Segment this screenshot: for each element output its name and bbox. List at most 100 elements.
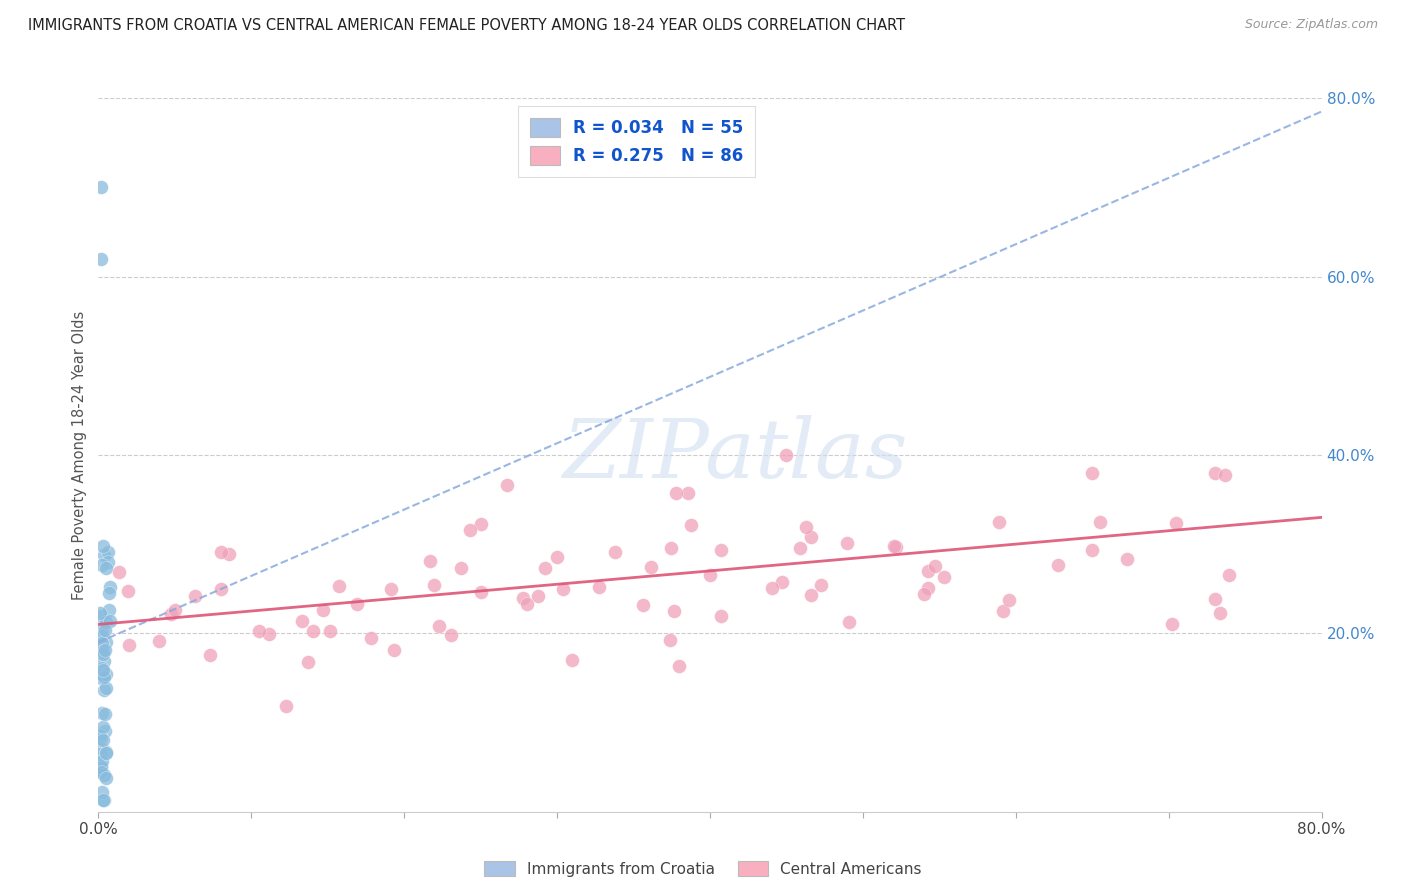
Legend: R = 0.034   N = 55, R = 0.275   N = 86: R = 0.034 N = 55, R = 0.275 N = 86	[519, 106, 755, 177]
Point	[98, 602, 121, 616]
Point	[668, 659, 690, 673]
Point	[553, 582, 575, 597]
Y-axis label: Female Poverty Among 18-24 Year Olds: Female Poverty Among 18-24 Year Olds	[72, 310, 87, 599]
Point	[90, 706, 112, 721]
Point	[91, 793, 114, 807]
Point	[89, 747, 111, 762]
Point	[665, 486, 688, 500]
Point	[1161, 616, 1184, 631]
Point	[516, 597, 538, 611]
Point	[96, 615, 118, 629]
Point	[257, 627, 280, 641]
Point	[148, 634, 170, 648]
Point	[318, 624, 340, 638]
Point	[200, 648, 222, 663]
Point	[91, 720, 114, 734]
Point	[93, 706, 115, 721]
Point	[90, 731, 112, 745]
Point	[998, 592, 1021, 607]
Point	[94, 772, 117, 786]
Point	[90, 667, 112, 681]
Point	[94, 667, 117, 681]
Point	[427, 619, 450, 633]
Point	[440, 628, 463, 642]
Point	[1115, 551, 1137, 566]
Point	[209, 582, 232, 597]
Point	[664, 604, 686, 618]
Point	[419, 554, 441, 568]
Point	[108, 565, 131, 579]
Point	[360, 631, 382, 645]
Point	[800, 530, 823, 544]
Point	[91, 539, 114, 553]
Point	[90, 754, 112, 768]
Point	[838, 615, 860, 629]
Point	[699, 567, 721, 582]
Point	[346, 597, 368, 611]
Point	[165, 602, 187, 616]
Point	[93, 683, 115, 698]
Point	[932, 570, 955, 584]
Point	[94, 561, 117, 575]
Point	[90, 623, 112, 637]
Point	[527, 589, 550, 603]
Point	[534, 561, 557, 575]
Point	[90, 640, 112, 654]
Point	[1088, 515, 1111, 529]
Point	[90, 558, 112, 573]
Text: IMMIGRANTS FROM CROATIA VS CENTRAL AMERICAN FEMALE POVERTY AMONG 18-24 YEAR OLDS: IMMIGRANTS FROM CROATIA VS CENTRAL AMERI…	[28, 18, 905, 33]
Point	[546, 549, 568, 564]
Point	[917, 581, 939, 595]
Point	[302, 624, 325, 638]
Point	[90, 636, 112, 650]
Point	[90, 760, 112, 774]
Point	[1081, 466, 1104, 480]
Point	[1047, 558, 1070, 573]
Point	[512, 591, 534, 606]
Point	[90, 740, 112, 755]
Point	[91, 643, 114, 657]
Point	[917, 564, 939, 578]
Point	[423, 578, 446, 592]
Point	[603, 545, 626, 559]
Point	[94, 681, 117, 696]
Point	[247, 624, 270, 638]
Point	[470, 516, 492, 531]
Point	[94, 744, 117, 758]
Point	[631, 598, 654, 612]
Point	[709, 608, 731, 623]
Point	[97, 545, 120, 559]
Point	[835, 536, 858, 550]
Point	[90, 180, 112, 194]
Point	[96, 634, 118, 648]
Point	[98, 614, 121, 628]
Point	[640, 559, 662, 574]
Point	[93, 623, 115, 637]
Point	[117, 583, 139, 598]
Point	[297, 655, 319, 669]
Point	[458, 523, 481, 537]
Point	[274, 698, 297, 713]
Point	[681, 518, 703, 533]
Point	[90, 609, 112, 624]
Point	[987, 515, 1010, 529]
Point	[89, 729, 111, 743]
Point	[794, 520, 817, 534]
Point	[91, 661, 114, 675]
Point	[886, 541, 908, 555]
Point	[218, 547, 240, 561]
Point	[93, 768, 115, 782]
Point	[1164, 516, 1187, 531]
Point	[97, 586, 120, 600]
Point	[924, 558, 946, 573]
Point	[91, 733, 114, 747]
Text: ZIPatlas: ZIPatlas	[562, 415, 907, 495]
Point	[91, 766, 114, 780]
Point	[160, 607, 183, 621]
Point	[1213, 468, 1236, 483]
Legend: Immigrants from Croatia, Central Americans: Immigrants from Croatia, Central America…	[477, 853, 929, 884]
Point	[496, 478, 519, 492]
Point	[93, 670, 115, 684]
Point	[291, 614, 314, 628]
Point	[98, 580, 121, 594]
